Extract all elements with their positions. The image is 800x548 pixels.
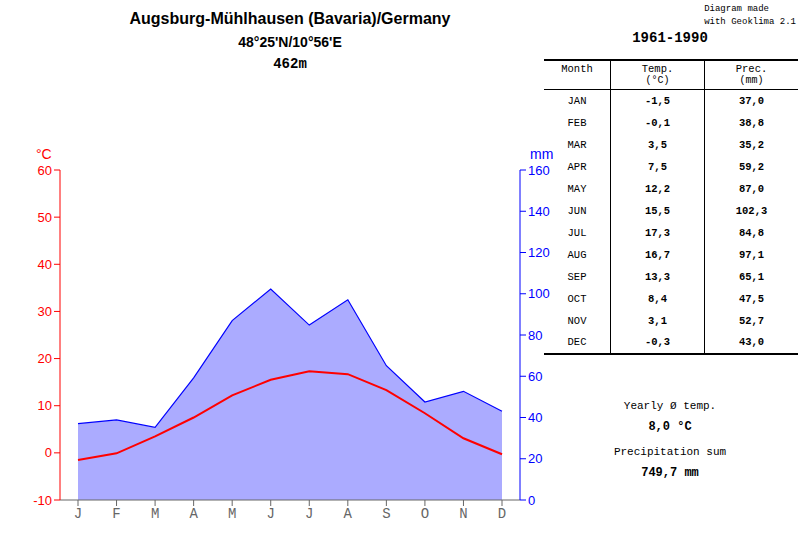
svg-text:60: 60 [528,369,542,384]
html-text:65,1: 65,1 [738,270,765,283]
svg-text:F: F [112,506,120,522]
html-text:MAR: MAR [567,138,587,151]
html-text:102,3: 102,3 [735,204,768,217]
html-text:APR: APR [567,160,587,173]
svg-text:S: S [382,506,390,522]
html-text:-0,3: -0,3 [644,336,671,348]
svg-text:50: 50 [38,210,52,225]
html-text:97,1: 97,1 [738,248,765,261]
html-text:DEC: DEC [567,336,587,348]
html-text:3,1: 3,1 [648,314,667,327]
svg-text:40: 40 [38,257,52,272]
svg-text:160: 160 [528,163,550,178]
html-text:15,5: 15,5 [644,204,671,217]
html-text:52,7: 52,7 [738,314,765,327]
svg-text:40: 40 [528,410,542,425]
html-text:SEP: SEP [567,270,587,283]
html-text:462m: 462m [273,56,307,72]
html-text:MAY: MAY [567,182,587,195]
html-text:84,8: 84,8 [738,226,765,239]
html-text:38,8: 38,8 [738,116,765,129]
svg-text:M: M [228,506,236,522]
svg-text:A: A [344,506,353,522]
html-text:FEB: FEB [567,116,587,129]
html-text:7,5: 7,5 [648,160,667,173]
html-text:Prec.: Prec. [735,63,768,75]
svg-text:100: 100 [528,286,550,301]
svg-text:30: 30 [38,304,52,319]
svg-text:20: 20 [38,351,52,366]
html-text:AUG: AUG [567,248,587,261]
html-text:Diagram made with Geoklima 2.1: Diagram made with Geoklima 2.1 [704,4,796,27]
html-text:(mm): (mm) [739,75,764,86]
svg-text:J: J [74,506,82,522]
svg-text:80: 80 [528,328,542,343]
html-text:48°25'N/10°56'E: 48°25'N/10°56'E [238,34,342,50]
svg-text:10: 10 [38,398,52,413]
svg-text:M: M [151,506,159,522]
html-text:JUL: JUL [567,226,587,239]
html-text:47,5: 47,5 [738,292,765,305]
html-text:43,0: 43,0 [738,336,765,348]
html-text:Temp.: Temp. [641,63,674,75]
html-text:87,0: 87,0 [738,182,765,195]
svg-text:60: 60 [38,163,52,178]
svg-text:D: D [498,506,506,522]
html-text:Augsburg-Mühlhausen (Bavaria)/: Augsburg-Mühlhausen (Bavaria)/Germany [129,10,451,27]
html-text:JUN: JUN [567,204,587,217]
html-text:35,2: 35,2 [738,138,765,151]
svg-text:N: N [459,506,467,522]
html-text:17,3: 17,3 [644,226,671,239]
html-text:(°C): (°C) [645,75,670,86]
html-text:59,2: 59,2 [738,160,765,173]
html-text:JAN: JAN [567,94,587,107]
svg-text:O: O [421,506,429,522]
html-text:16,7: 16,7 [644,248,671,261]
svg-text:140: 140 [528,204,550,219]
html-text:mm: mm [530,146,554,162]
html-text:3,5: 3,5 [648,138,667,151]
html-text:°C: °C [36,146,52,162]
html-text:-0,1: -0,1 [644,116,671,129]
svg-text:A: A [189,506,198,522]
html-text:Month: Month [561,63,593,75]
html-text:8,0 °C: 8,0 °C [648,420,692,434]
html-text:749,7 mm: 749,7 mm [641,466,699,480]
svg-text:0: 0 [528,493,535,508]
html-text:1961-1990: 1961-1990 [632,30,708,46]
html-text:NOV: NOV [567,314,587,327]
html-text:12,2: 12,2 [644,182,671,195]
html-text:8,4: 8,4 [648,292,667,305]
html-text:13,3: 13,3 [644,270,671,283]
html-text:37,0: 37,0 [738,94,765,107]
svg-text:J: J [267,506,275,522]
svg-text:20: 20 [528,451,542,466]
html-text:-1,5: -1,5 [644,94,671,107]
html-text:OCT: OCT [567,292,587,305]
svg-text:0: 0 [45,445,52,460]
html-text:Precipitation sum: Precipitation sum [613,446,727,458]
svg-text:120: 120 [528,245,550,260]
svg-text:J: J [305,506,313,522]
svg-text:-10: -10 [33,493,52,508]
html-text:Yearly Ø temp.: Yearly Ø temp. [623,400,717,412]
